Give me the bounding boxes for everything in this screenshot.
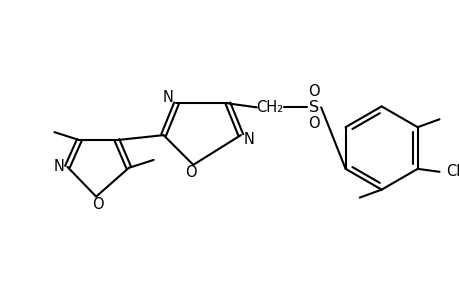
Text: O: O	[92, 197, 104, 212]
Text: N: N	[243, 132, 254, 147]
Text: Cl: Cl	[445, 164, 459, 179]
Text: N: N	[54, 159, 65, 174]
Text: S: S	[308, 100, 319, 115]
Text: O: O	[308, 84, 319, 99]
Text: CH₂: CH₂	[256, 100, 283, 115]
Text: O: O	[185, 165, 197, 180]
Text: O: O	[308, 116, 319, 131]
Text: N: N	[163, 90, 174, 105]
